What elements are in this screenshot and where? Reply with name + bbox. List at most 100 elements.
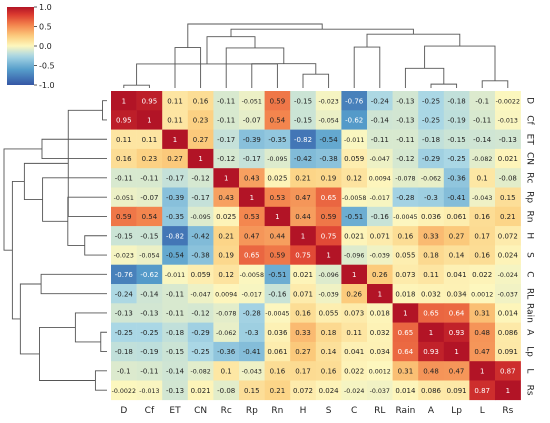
cell-value-label: -0.07 [140, 194, 158, 202]
cell-value-label: -0.078 [216, 311, 236, 318]
heatmap-cell [162, 91, 189, 111]
heatmap-cell [341, 110, 368, 130]
dendrogram-link [123, 84, 150, 88]
y-tick-label: CN [525, 152, 535, 165]
heatmap-cell [341, 187, 368, 208]
cell-value-label: -0.08 [217, 387, 235, 395]
heatmap-cell [162, 129, 189, 150]
heatmap-cell [443, 187, 470, 208]
cell-value-label: 1 [506, 387, 510, 395]
colorbar-tick-label: 0.5 [39, 23, 52, 32]
cell-value-label: -0.013 [139, 388, 159, 395]
cell-value-label: 0.16 [295, 310, 311, 318]
x-tick-label: RL [374, 406, 385, 416]
heatmap-cell [367, 341, 393, 362]
cell-value-label: -0.15 [140, 232, 158, 240]
heatmap-cell [315, 148, 342, 169]
cell-value-label: -0.42 [192, 232, 210, 240]
cell-value-label: -0.12 [192, 310, 210, 318]
heatmap-cell [495, 226, 521, 246]
cell-value-label: -0.023 [114, 253, 134, 260]
cell-value-label: -0.054 [139, 253, 159, 260]
cell-value-label: -0.25 [115, 329, 133, 337]
heatmap-cell [213, 91, 240, 111]
heatmap-cell [443, 91, 470, 111]
cell-value-label: -0.14 [371, 117, 390, 125]
heatmap-cell [315, 168, 342, 188]
heatmap-cell [392, 245, 419, 265]
heatmap-cell [290, 361, 317, 381]
x-tick-label: Lp [451, 406, 462, 416]
cell-value-label: -0.11 [396, 136, 414, 144]
cell-value-label: -0.08 [499, 174, 517, 182]
heatmap-cell [239, 361, 265, 381]
dendrogram-link [11, 181, 25, 320]
dendrogram-link [94, 370, 107, 391]
dendrogram-link [481, 80, 509, 88]
heatmap-cell [392, 168, 419, 188]
cell-value-label: 0.055 [319, 310, 339, 318]
cell-value-label: 0.47 [295, 194, 311, 202]
cell-value-label: -0.15 [166, 348, 184, 356]
heatmap-cell [162, 341, 189, 362]
heatmap-cell [111, 303, 137, 323]
cell-value-label: 0.15 [500, 194, 516, 202]
heatmap-cell [213, 226, 240, 246]
heatmap-cell [315, 110, 342, 130]
cell-value-label: 0.27 [295, 348, 311, 356]
cell-value-label: 0.032 [370, 329, 390, 337]
dendrogram-link [74, 312, 107, 343]
heatmap-cell [213, 245, 240, 265]
cell-value-label: 0.21 [270, 387, 286, 395]
heatmap-cell [136, 148, 163, 169]
heatmap-cell [469, 361, 496, 381]
cell-value-label: -0.62 [345, 117, 363, 125]
heatmap-cell [239, 91, 265, 111]
cell-value-label: 0.26 [346, 290, 362, 298]
heatmap-cell [341, 284, 368, 304]
cell-value-label: -0.039 [370, 253, 390, 260]
x-tick-label: D [120, 406, 127, 416]
heatmap-cell [443, 322, 470, 343]
dendrogram-link [67, 196, 107, 246]
heatmap-cell [187, 380, 214, 401]
heatmap-cell [315, 129, 342, 150]
dendrogram-link [23, 162, 69, 201]
cell-value-label: 0.073 [395, 271, 415, 279]
y-tick-label: L [525, 368, 535, 373]
cell-value-label: 1 [403, 310, 407, 318]
heatmap-cell [111, 245, 137, 265]
column-dendrogram [123, 23, 509, 88]
cell-value-label: -0.11 [473, 117, 491, 125]
heatmap-cell [213, 322, 240, 343]
x-tick-label: S [326, 406, 332, 416]
cell-value-label: 0.18 [423, 252, 439, 260]
heatmap-cell [418, 226, 445, 246]
heatmap-cell [495, 303, 521, 323]
heatmap-cell [239, 380, 265, 401]
heatmap-cell [418, 264, 445, 285]
cell-value-label: 0.19 [218, 252, 234, 260]
cell-value-label: 0.022 [344, 367, 364, 375]
heatmap-cell [315, 284, 342, 304]
cell-value-label: 0.11 [346, 329, 362, 337]
heatmap-cell [136, 91, 163, 111]
dendrogram-link [404, 67, 445, 88]
cell-value-label: 0.43 [218, 194, 234, 202]
heatmap-cell [187, 91, 214, 111]
heatmap-cell [418, 206, 445, 227]
heatmap-cell [469, 91, 496, 111]
heatmap-cell [136, 322, 163, 343]
cell-value-label: 0.95 [116, 117, 132, 125]
cell-value-label: 0.87 [474, 387, 490, 395]
heatmap-cell [136, 341, 163, 362]
cell-value-label: 0.11 [167, 117, 183, 125]
heatmap-cell [392, 226, 419, 246]
cell-value-label: -0.38 [320, 155, 338, 163]
cell-value-label: -0.13 [499, 136, 517, 144]
heatmap-cell [264, 284, 291, 304]
heatmap-cell [315, 206, 342, 227]
cell-value-label: 0.071 [293, 290, 313, 298]
cell-value-label: 0.87 [500, 367, 516, 375]
heatmap-cell [290, 206, 317, 227]
